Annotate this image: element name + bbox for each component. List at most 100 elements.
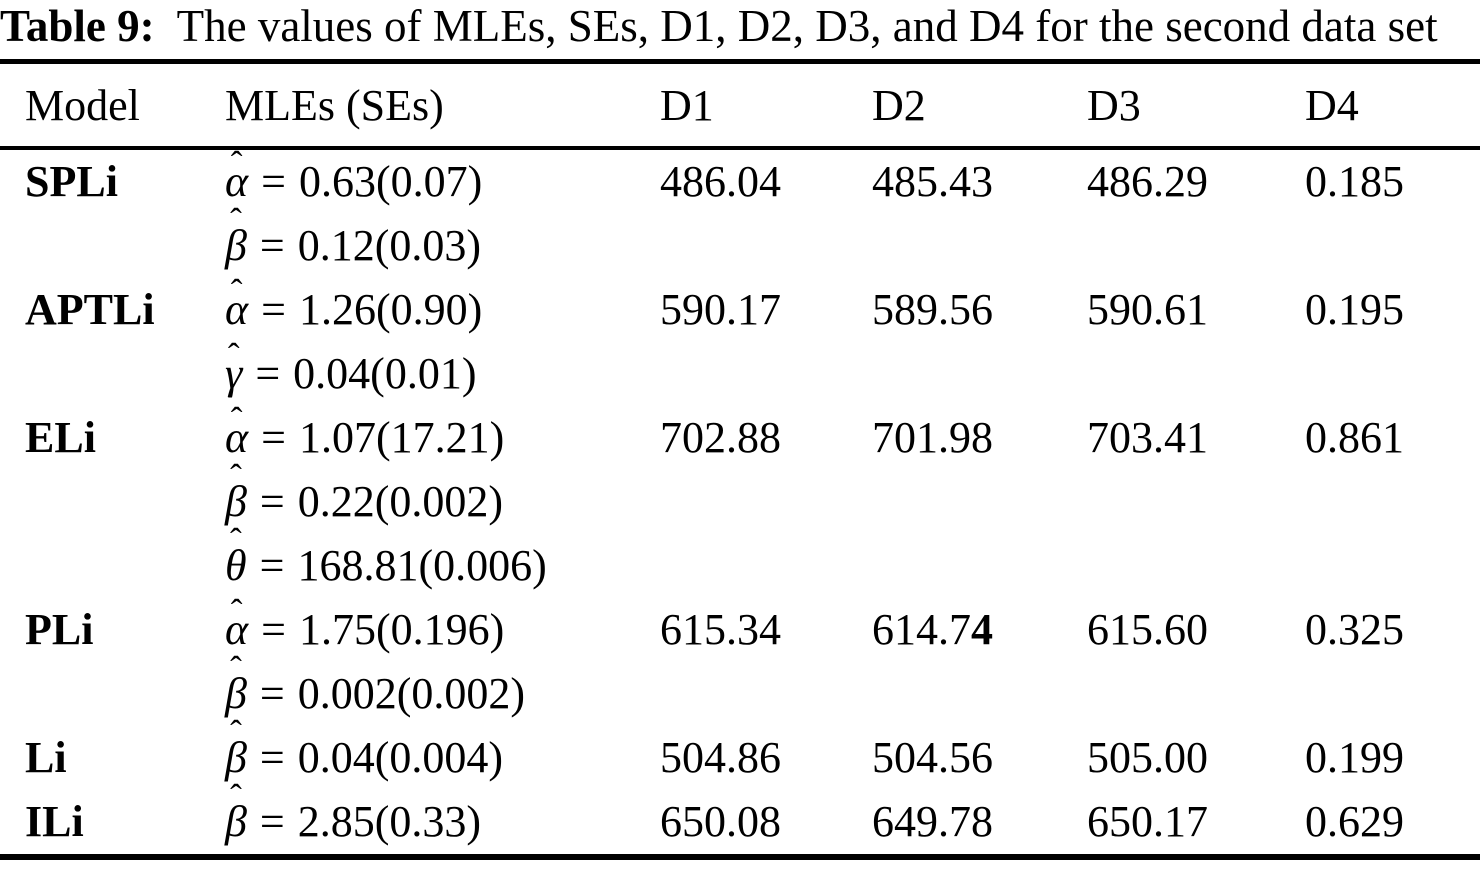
d3-value: 486.29 [1087,157,1208,206]
greek-symbol: β [225,669,247,718]
estimate-value: 1.07(17.21) [298,413,505,462]
table-row: PLi ˆ α = 1.75(0.196) ˆ β = 0.002(0.002) 615.3… [0,594,1480,726]
parameter-estimate: ˆ α = 1.75(0.196) [225,594,660,662]
hat-accent: ˆ [230,201,242,241]
table-rule-header [0,146,1480,150]
greek-symbol: γ [225,349,243,398]
equals-sign: = [261,413,286,462]
greek-symbol: α [225,157,249,206]
equals-sign: = [259,669,285,718]
parameter-estimate: ˆ β = 2.85(0.33) [225,779,660,854]
equals-sign: = [261,157,286,206]
column-header-d3: D3 [1087,80,1141,130]
table-row: Li ˆ β = 0.04(0.004) 504.86 504.56 505.00 0… [0,715,1480,790]
d2-value: 649.78 [872,797,993,846]
d4-value: 0.185 [1305,157,1404,206]
estimate-value: 0.04(0.01) [293,349,477,398]
d3-value: 505.00 [1087,733,1208,782]
model-name: PLi [25,605,94,654]
d2-value: 614.74 [872,605,993,654]
estimate-value: 2.85(0.33) [297,797,482,846]
mles-cell: ˆ α = 0.63(0.07) ˆ β = 0.12(0.03) [225,146,660,278]
d2-value: 504.56 [872,733,993,782]
d3-value: 650.17 [1087,797,1208,846]
table-caption-text: The values of MLEs, SEs, D1, D2, D3, and… [176,1,1438,51]
mles-cell: ˆ β = 0.04(0.004) [225,715,660,790]
equals-sign: = [259,221,285,270]
parameter-estimate: ˆ α = 1.07(17.21) [225,402,660,470]
table-body: SPLi ˆ α = 0.63(0.07) ˆ β = 0.12(0.03) 486.04 … [0,146,1480,854]
column-header-mles: MLEs (SEs) [225,80,444,130]
mles-cell: ˆ α = 1.75(0.196) ˆ β = 0.002(0.002) [225,594,660,726]
hat-accent: ˆ [230,649,242,689]
model-name: APTLi [25,285,155,334]
estimate-value: 168.81(0.006) [297,541,547,590]
d1-value: 504.86 [660,733,781,782]
estimate-value: 0.22(0.002) [297,477,504,526]
column-header-model: Model [25,80,140,130]
hat-accent: ˆ [227,336,240,376]
column-header-d1: D1 [660,80,714,130]
equals-sign: = [259,733,285,782]
hat-accent: ˆ [230,272,243,312]
table-caption-label: Table 9: [0,1,155,51]
d1-value: 615.34 [660,605,781,654]
d1-value: 486.04 [660,157,781,206]
greek-symbol: β [225,733,247,782]
d4-value: 0.325 [1305,605,1404,654]
greek-symbol: α [225,605,249,654]
estimate-value: 0.12(0.03) [297,221,482,270]
model-name: SPLi [25,157,118,206]
d1-value: 590.17 [660,285,781,334]
estimate-value: 0.04(0.004) [297,733,504,782]
hat-accent: ˆ [230,144,243,184]
d2-value: 485.43 [872,157,993,206]
greek-symbol: β [225,477,247,526]
d4-value: 0.861 [1305,413,1404,462]
greek-symbol: α [225,413,249,462]
parameter-estimate: ˆ β = 0.12(0.03) [225,203,660,278]
d3-value: 615.60 [1087,605,1208,654]
d4-value: 0.199 [1305,733,1404,782]
estimate-value: 1.26(0.90) [298,285,483,334]
mles-cell: ˆ α = 1.07(17.21) ˆ β = 0.22(0.002) ˆ θ = 168.81(… [225,402,660,598]
d1-value: 702.88 [660,413,781,462]
parameter-estimate: ˆ β = 0.22(0.002) [225,459,660,534]
d2-bold-digit: 4 [971,605,993,654]
hat-accent: ˆ [230,713,242,753]
hat-accent: ˆ [230,777,242,817]
equals-sign: = [259,477,285,526]
mles-cell: ˆ α = 1.26(0.90) ˆ γ = 0.04(0.01) [225,274,660,406]
table-caption: Table 9: The values of MLEs, SEs, D1, D2,… [0,0,1480,59]
equals-sign: = [259,541,285,590]
d2-value: 701.98 [872,413,993,462]
parameter-estimate: ˆ α = 1.26(0.90) [225,274,660,342]
equals-sign: = [261,285,286,334]
estimate-value: 1.75(0.196) [298,605,505,654]
table-row: APTLi ˆ α = 1.26(0.90) ˆ γ = 0.04(0.01) 590.17… [0,274,1480,406]
table-rule-top [0,59,1480,64]
equals-sign: = [261,605,286,654]
estimate-value: 0.002(0.002) [297,669,526,718]
column-header-d4: D4 [1305,80,1359,130]
parameter-estimate: ˆ α = 0.63(0.07) [225,146,660,214]
model-name: ELi [25,413,96,462]
table-header-row: Model MLEs (SEs) D1 D2 D3 D4 [0,64,1480,146]
d3-value: 703.41 [1087,413,1208,462]
parameter-estimate: ˆ θ = 168.81(0.006) [225,523,660,598]
hat-accent: ˆ [230,400,243,440]
d4-value: 0.195 [1305,285,1404,334]
greek-symbol: β [225,797,247,846]
table-row: ELi ˆ α = 1.07(17.21) ˆ β = 0.22(0.002) ˆ θ = 168… [0,402,1480,598]
d3-value: 590.61 [1087,285,1208,334]
